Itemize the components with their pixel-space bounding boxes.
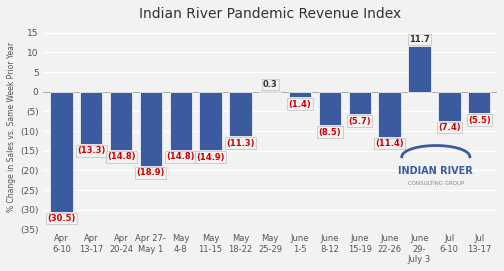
Bar — [289, 92, 311, 97]
Text: (8.5): (8.5) — [319, 128, 341, 137]
Text: (5.5): (5.5) — [468, 116, 490, 125]
Text: (18.9): (18.9) — [137, 169, 165, 178]
Bar — [140, 92, 162, 166]
Text: (14.9): (14.9) — [197, 153, 225, 162]
Text: (14.8): (14.8) — [107, 152, 135, 161]
Text: 0.3: 0.3 — [263, 80, 278, 89]
Text: (14.8): (14.8) — [166, 152, 195, 161]
Text: (7.4): (7.4) — [438, 123, 461, 132]
Bar — [169, 92, 192, 150]
Text: 11.7: 11.7 — [409, 35, 430, 44]
Text: (1.4): (1.4) — [289, 100, 311, 109]
Bar — [110, 92, 132, 150]
Text: (30.5): (30.5) — [47, 214, 76, 223]
Y-axis label: % Change in Sales vs. Same Week Prior Year: % Change in Sales vs. Same Week Prior Ye… — [7, 42, 16, 212]
Bar — [349, 92, 371, 114]
Bar — [200, 92, 222, 150]
Text: (11.3): (11.3) — [226, 138, 255, 147]
Bar — [50, 92, 73, 212]
Bar — [408, 46, 430, 92]
Bar — [468, 92, 490, 113]
Text: (5.7): (5.7) — [348, 117, 371, 125]
Bar — [229, 92, 251, 136]
Text: CONSULTING GROUP: CONSULTING GROUP — [408, 181, 464, 186]
Bar — [379, 92, 401, 137]
Bar — [80, 92, 102, 144]
Bar — [259, 91, 281, 92]
Bar — [319, 92, 341, 125]
Text: (13.3): (13.3) — [77, 146, 105, 155]
Bar — [438, 92, 461, 121]
Text: INDIAN RIVER: INDIAN RIVER — [399, 166, 473, 176]
Title: Indian River Pandemic Revenue Index: Indian River Pandemic Revenue Index — [139, 7, 401, 21]
Text: (11.4): (11.4) — [375, 139, 404, 148]
